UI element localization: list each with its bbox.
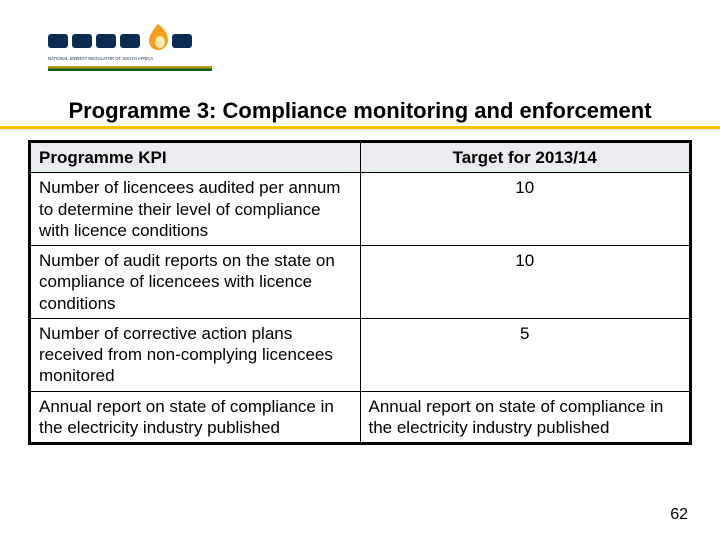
- logo-underline: [48, 66, 212, 71]
- table-row: Annual report on state of compliance in …: [31, 391, 690, 443]
- title-divider: [0, 126, 720, 132]
- cell-target: Annual report on state of compliance in …: [360, 391, 690, 443]
- page-number: 62: [670, 506, 688, 524]
- cell-target: 5: [360, 318, 690, 391]
- slide: NATIONAL ENERGY REGULATOR OF SOUTH AFRIC…: [0, 0, 720, 540]
- kpi-table: Programme KPI Target for 2013/14 Number …: [30, 142, 690, 443]
- col-header-kpi: Programme KPI: [31, 143, 361, 173]
- table-header-row: Programme KPI Target for 2013/14: [31, 143, 690, 173]
- nersa-logo-svg: NATIONAL ENERGY REGULATOR OF SOUTH AFRIC…: [48, 22, 212, 64]
- kpi-table-wrap: Programme KPI Target for 2013/14 Number …: [28, 140, 692, 445]
- slide-title: Programme 3: Compliance monitoring and e…: [0, 98, 720, 124]
- table-row: Number of corrective action plans receiv…: [31, 318, 690, 391]
- brand-tagline: NATIONAL ENERGY REGULATOR OF SOUTH AFRIC…: [48, 56, 153, 61]
- cell-target: 10: [360, 173, 690, 246]
- cell-kpi: Number of corrective action plans receiv…: [31, 318, 361, 391]
- cell-kpi: Annual report on state of compliance in …: [31, 391, 361, 443]
- table-row: Number of licencees audited per annum to…: [31, 173, 690, 246]
- cell-kpi: Number of licencees audited per annum to…: [31, 173, 361, 246]
- table-row: Number of audit reports on the state on …: [31, 246, 690, 319]
- cell-target: 10: [360, 246, 690, 319]
- cell-kpi: Number of audit reports on the state on …: [31, 246, 361, 319]
- brand-logo: NATIONAL ENERGY REGULATOR OF SOUTH AFRIC…: [48, 22, 212, 64]
- col-header-target: Target for 2013/14: [360, 143, 690, 173]
